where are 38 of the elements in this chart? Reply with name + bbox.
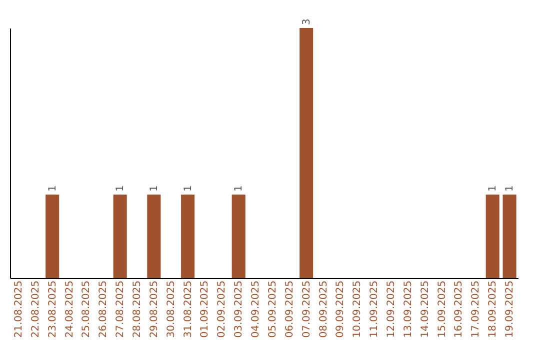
x-tick-label: 16.09.2025 xyxy=(454,280,465,338)
x-tick-label: 03.09.2025 xyxy=(234,280,245,338)
x-tick-label: 24.08.2025 xyxy=(64,280,76,338)
x-tick-label: 17.09.2025 xyxy=(470,280,482,338)
x-tick-label: 26.08.2025 xyxy=(98,280,110,338)
data-label: 3 xyxy=(301,18,312,25)
x-tick-label: 29.08.2025 xyxy=(148,280,160,338)
data-label: 1 xyxy=(148,185,160,192)
x-tick-label: 10.09.2025 xyxy=(352,280,364,338)
x-tick-label: 30.08.2025 xyxy=(166,280,177,338)
x-tick-label: 06.09.2025 xyxy=(284,280,296,338)
x-tick-label: 21.08.2025 xyxy=(13,280,24,338)
data-label: 1 xyxy=(504,185,516,192)
x-tick-label: 23.08.2025 xyxy=(47,280,58,338)
x-tick-label: 14.09.2025 xyxy=(420,280,431,338)
x-tick-label: 15.09.2025 xyxy=(436,280,448,338)
x-tick-label: 19.09.2025 xyxy=(504,280,516,338)
data-label: 1 xyxy=(234,185,245,192)
data-label: 1 xyxy=(488,185,499,192)
x-tick-label: 05.09.2025 xyxy=(267,280,278,338)
x-tick-label: 02.09.2025 xyxy=(216,280,228,338)
x-tick-label: 28.08.2025 xyxy=(132,280,143,338)
x-tick-label: 22.08.2025 xyxy=(30,280,42,338)
x-tick-label: 25.08.2025 xyxy=(81,280,92,338)
x-tick-label: 09.09.2025 xyxy=(335,280,346,338)
x-tick-label: 08.09.2025 xyxy=(318,280,330,338)
data-label: 1 xyxy=(182,185,194,192)
x-tick-label: 31.08.2025 xyxy=(182,280,194,338)
x-tick-label: 04.09.2025 xyxy=(250,280,262,338)
data-label: 1 xyxy=(115,185,126,192)
x-tick-label: 13.09.2025 xyxy=(402,280,414,338)
data-label: 1 xyxy=(47,185,58,192)
x-tick-label: 27.08.2025 xyxy=(115,280,126,338)
x-tick-label: 01.09.2025 xyxy=(200,280,211,338)
x-tick-label: 12.09.2025 xyxy=(386,280,397,338)
x-tick-label: 11.09.2025 xyxy=(369,280,380,338)
x-tick-label: 18.09.2025 xyxy=(488,280,499,338)
x-tick-label: 07.09.2025 xyxy=(301,280,312,338)
